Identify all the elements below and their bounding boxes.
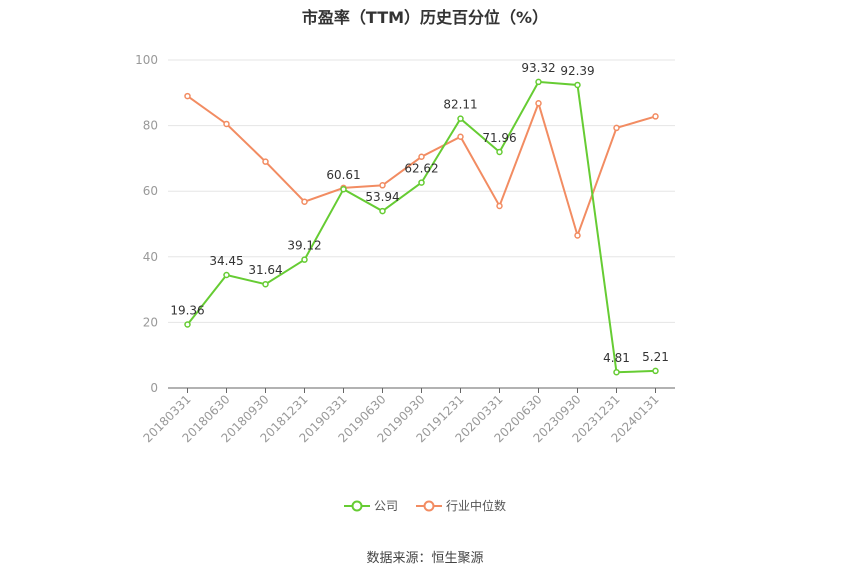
data-point-industry[interactable] — [613, 124, 620, 132]
data-point-company[interactable] — [574, 81, 581, 89]
data-point-company[interactable] — [262, 280, 269, 288]
data-label: 92.39 — [560, 64, 594, 78]
data-point-company[interactable] — [652, 367, 659, 375]
y-tick-label: 40 — [143, 250, 158, 264]
legend-industry-marker — [416, 500, 442, 511]
data-point-industry[interactable] — [652, 113, 659, 120]
legend-item-industry[interactable]: 行业中位数 — [416, 497, 506, 514]
y-tick-label: 0 — [150, 381, 158, 395]
data-point-company[interactable] — [418, 179, 425, 186]
y-tick-label: 80 — [143, 119, 158, 133]
data-label: 31.64 — [248, 263, 282, 277]
data-point-company[interactable] — [340, 185, 347, 193]
data-source: 数据来源：恒生聚源 — [366, 551, 484, 566]
legend-company-label: 公司 — [373, 499, 398, 513]
data-point-industry[interactable] — [457, 133, 464, 141]
data-point-industry[interactable] — [301, 198, 308, 205]
data-label: 5.21 — [642, 350, 669, 364]
data-point-industry[interactable] — [184, 92, 191, 100]
data-point-company[interactable] — [301, 256, 308, 263]
data-point-company[interactable] — [184, 321, 191, 328]
data-label: 53.94 — [365, 190, 399, 204]
data-point-industry[interactable] — [223, 120, 230, 128]
data-label: 62.62 — [404, 162, 438, 176]
legend-company-marker — [343, 500, 370, 511]
data-point-company[interactable] — [613, 368, 620, 376]
data-label: 60.61 — [326, 168, 360, 182]
data-point-industry[interactable] — [496, 202, 503, 210]
data-point-company[interactable] — [535, 78, 542, 86]
legend: 公司 行业中位数 — [0, 497, 850, 514]
data-label: 34.45 — [209, 254, 243, 268]
y-tick-label: 100 — [135, 53, 158, 67]
grid-lines — [168, 59, 675, 323]
data-point-company[interactable] — [379, 207, 386, 215]
series — [184, 78, 659, 376]
chart-title: 市盈率（TTM）历史百分位（%） — [301, 8, 549, 27]
data-label: 19.36 — [170, 303, 204, 317]
data-point-industry[interactable] — [535, 100, 542, 107]
data-point-industry[interactable] — [418, 153, 425, 161]
data-point-company[interactable] — [496, 148, 503, 156]
legend-item-company[interactable]: 公司 — [343, 497, 398, 514]
data-point-company[interactable] — [223, 271, 230, 279]
data-label: 93.32 — [521, 61, 555, 75]
data-point-industry[interactable] — [379, 182, 386, 189]
data-label: 4.81 — [603, 351, 630, 365]
y-tick-label: 60 — [143, 184, 158, 198]
axes: 0204060801002018033120180630201809302018… — [135, 53, 675, 445]
data-label: 71.96 — [482, 131, 516, 145]
data-point-industry[interactable] — [262, 158, 269, 165]
data-label: 39.12 — [287, 239, 321, 253]
y-tick-label: 20 — [143, 315, 158, 329]
legend-industry-label: 行业中位数 — [446, 499, 507, 513]
data-label: 82.11 — [443, 98, 477, 112]
data-point-company[interactable] — [457, 115, 464, 122]
data-labels: 19.36 34.45 31.64 39.12 60.61 53.94 62.62 82.11… — [170, 61, 669, 365]
data-point-industry[interactable] — [574, 232, 581, 239]
